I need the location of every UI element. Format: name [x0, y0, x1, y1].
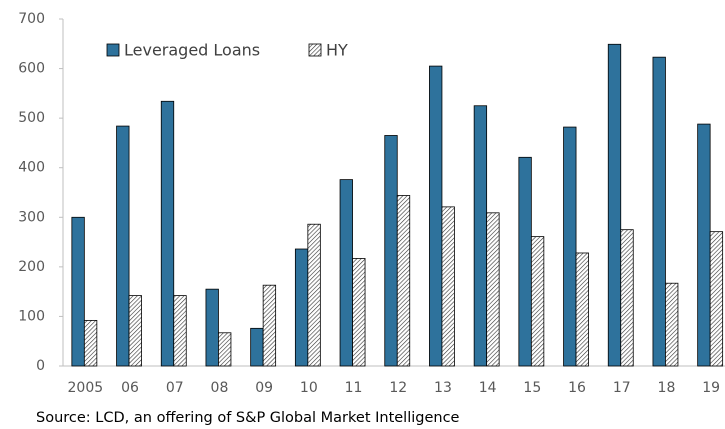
legend-label: HY: [326, 41, 348, 60]
x-tick-label: 10: [300, 380, 318, 396]
x-tick-label: 16: [568, 380, 586, 396]
y-tick-label: 200: [18, 259, 45, 275]
legend-label: Leveraged Loans: [124, 41, 260, 60]
y-tick-label: 300: [18, 209, 45, 225]
bar: [250, 327, 264, 367]
y-tick-label: 400: [18, 160, 45, 176]
x-tick-label: 15: [523, 380, 541, 396]
bar: [173, 295, 187, 367]
bar: [384, 135, 398, 367]
x-tick-label: 19: [702, 380, 720, 396]
y-tick-label: 100: [18, 308, 45, 324]
bar: [205, 288, 219, 367]
x-tick-label: 09: [255, 380, 273, 396]
bar: [352, 258, 366, 367]
x-tick-label: 11: [345, 380, 363, 396]
x-tick-label: 2005: [68, 380, 104, 396]
bar: [652, 56, 666, 367]
bar: [218, 332, 232, 367]
y-tick-label: 500: [18, 110, 45, 126]
legend-swatch: [308, 43, 322, 57]
x-tick-label: 12: [389, 380, 407, 396]
bar: [473, 105, 488, 367]
bar: [262, 284, 277, 367]
bar: [160, 100, 175, 367]
x-tick-label: 17: [613, 380, 631, 396]
legend-swatch: [106, 43, 120, 57]
bar: [83, 319, 98, 367]
bar: [396, 195, 411, 367]
source-note: Source: LCD, an offering of S&P Global M…: [36, 410, 460, 426]
bar: [339, 179, 353, 367]
bar: [71, 216, 85, 367]
x-tick-label: 14: [479, 380, 497, 396]
bar: [294, 248, 309, 367]
bar: [709, 231, 724, 367]
bar: [607, 43, 622, 367]
x-tick-label: 06: [121, 380, 139, 396]
y-tick-label: 0: [36, 358, 45, 374]
x-tick-label: 13: [434, 380, 452, 396]
bar: [563, 126, 577, 367]
bar: [116, 125, 130, 367]
bar: [518, 156, 532, 367]
bar: [697, 123, 711, 367]
bar: [575, 252, 589, 367]
x-tick-label: 18: [658, 380, 676, 396]
bar: [665, 282, 679, 367]
y-tick-label: 700: [18, 11, 45, 27]
bar: [128, 295, 142, 367]
bar: [429, 65, 443, 367]
x-tick-label: 07: [166, 380, 184, 396]
x-tick-label: 08: [211, 380, 229, 396]
bar: [486, 212, 500, 367]
bar: [620, 229, 634, 367]
bar: [530, 236, 545, 367]
bar: [441, 206, 455, 367]
bar: [307, 223, 321, 367]
y-tick-label: 600: [18, 61, 45, 77]
